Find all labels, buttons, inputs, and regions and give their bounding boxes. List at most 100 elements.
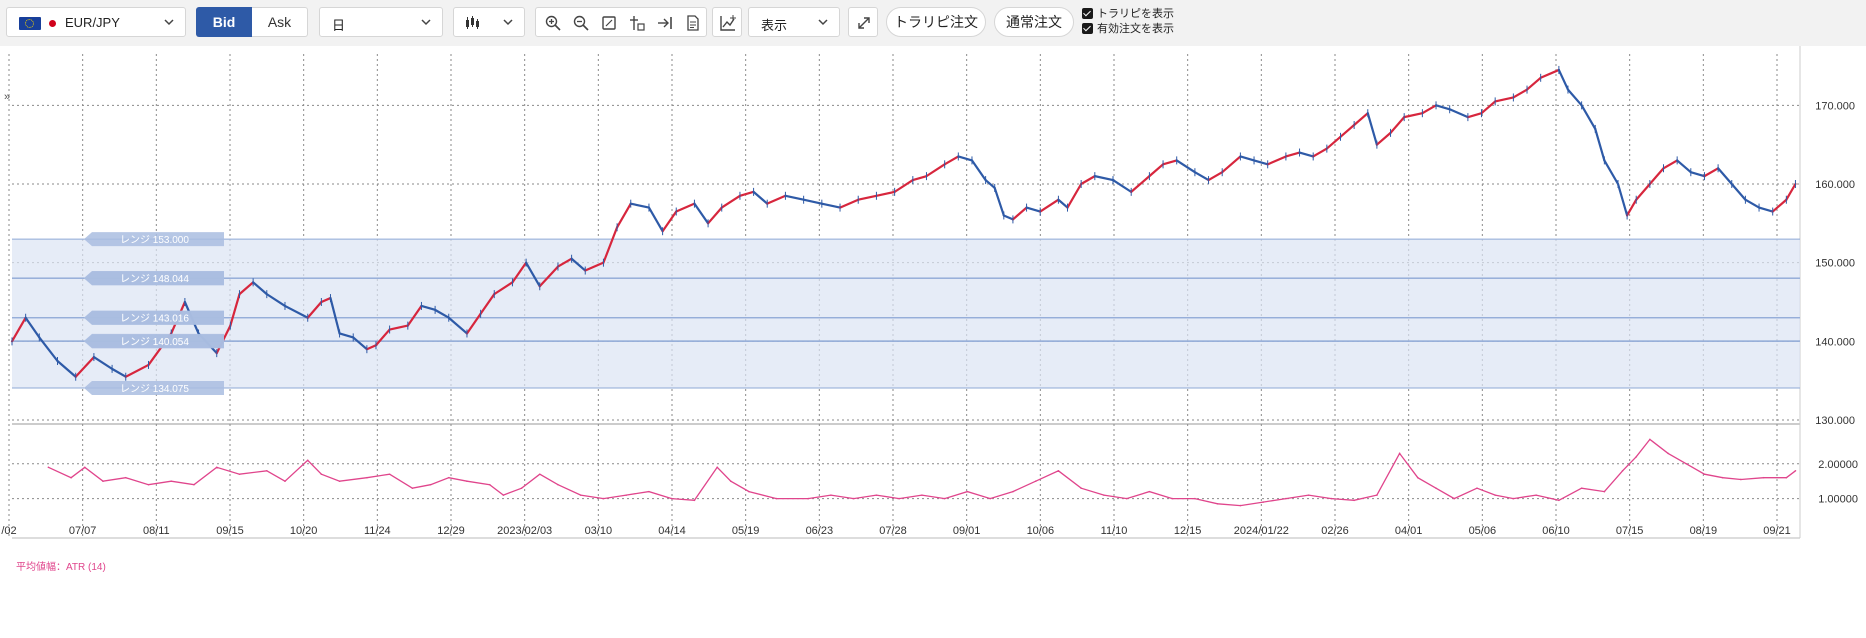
price-segment (925, 163, 946, 178)
price-segment (1207, 171, 1224, 182)
show-active-orders-checkbox[interactable]: 有効注文を表示 (1082, 22, 1174, 36)
price-segment (1603, 159, 1620, 186)
price-segment (420, 304, 437, 311)
atr-point (748, 490, 750, 493)
price-segment (1662, 159, 1679, 170)
price-segment (1111, 178, 1133, 193)
x-tick-label: 06/10 (1542, 525, 1570, 537)
price-segment (993, 186, 1005, 217)
price-segment (283, 304, 309, 319)
expand-button[interactable] (848, 7, 878, 37)
atr-point (1262, 501, 1264, 503)
timeframe-select[interactable]: 日 (319, 7, 443, 37)
atr-point (1330, 497, 1333, 500)
range-tag-label: レンジ 143.016 (120, 314, 189, 325)
atr-point (1417, 476, 1419, 479)
price-segment (1594, 127, 1606, 162)
price-segment (1025, 206, 1042, 213)
atr-point (70, 476, 72, 479)
x-tick-label: 10/06 (1027, 525, 1055, 537)
price-segment (479, 293, 496, 315)
atr-point (366, 476, 368, 479)
scroll-to-end-icon[interactable] (656, 14, 674, 32)
x-tick-label: 09/21 (1763, 525, 1791, 537)
atr-point (147, 483, 150, 486)
atr-point (1194, 497, 1196, 500)
document-icon[interactable] (684, 14, 702, 32)
price-segment (1566, 88, 1583, 107)
price-tick-label: 160.000 (1815, 179, 1855, 191)
price-segment (893, 178, 914, 193)
price-segment (538, 265, 560, 288)
price-segment (1057, 198, 1069, 209)
atr-point (124, 476, 127, 479)
price-segment (365, 344, 378, 351)
zoom-out-icon[interactable] (572, 14, 590, 32)
collapse-panel-icon[interactable]: » (4, 91, 11, 103)
trarepi-order-button[interactable]: トラリピ注文 (886, 7, 986, 37)
timeframe-label: 日 (332, 18, 346, 33)
atr-point (1057, 469, 1060, 472)
price-segment (1266, 155, 1287, 166)
atr-point (1125, 497, 1128, 500)
display-select[interactable]: 表示 (748, 7, 840, 37)
atr-point (775, 497, 778, 500)
crosshair-icon[interactable] (628, 14, 646, 32)
price-segment (1676, 159, 1692, 174)
chart-type-select[interactable] (453, 7, 525, 37)
atr-point (502, 494, 505, 496)
x-tick-label: 04/01 (1395, 525, 1423, 537)
price-segment (1130, 175, 1151, 193)
price-segment (1298, 151, 1315, 158)
indicator-button[interactable] (712, 7, 742, 37)
atr-point (693, 499, 696, 502)
atr-point (921, 494, 923, 496)
price-segment (329, 296, 341, 335)
price-segment (720, 194, 742, 209)
x-tick-label: 12/29 (437, 525, 465, 537)
atr-point (807, 497, 809, 500)
price-tick-label: 170.000 (1815, 100, 1855, 112)
atr-point (1785, 476, 1788, 479)
price-segment (1421, 104, 1438, 115)
atr-point (1080, 487, 1082, 489)
show-trarepi-checkbox[interactable]: トラリピを表示 (1082, 7, 1174, 21)
atr-point (1034, 480, 1037, 483)
price-segment (1066, 182, 1083, 209)
atr-point (989, 497, 991, 500)
atr-point (1398, 452, 1401, 455)
atr-point (1794, 469, 1797, 472)
price-segment (56, 359, 77, 378)
display-label: 表示 (761, 18, 788, 33)
ask-button[interactable]: Ask (252, 7, 308, 37)
price-segment (10, 316, 27, 343)
price-segment (647, 206, 664, 233)
price-segment (1689, 171, 1706, 178)
x-tick-label: 03/10 (585, 525, 613, 537)
price-segment (1771, 198, 1788, 213)
price-segment (1580, 104, 1597, 131)
price-segment (875, 190, 896, 197)
atr-point (466, 480, 468, 483)
price-segment (1093, 175, 1115, 182)
x-tick-label: 05/06 (1469, 525, 1497, 537)
indicator-icon (720, 15, 736, 31)
symbol-select[interactable]: EUR/JPY (6, 7, 186, 37)
price-segment (1448, 108, 1469, 119)
x-tick-label: 2024/01/22 (1234, 525, 1289, 537)
x-tick-label: 07/15 (1616, 525, 1644, 537)
crop-icon[interactable] (600, 14, 618, 32)
atr-point (898, 497, 900, 500)
atr-point (265, 469, 268, 472)
zoom-in-icon[interactable] (544, 14, 562, 32)
normal-order-button[interactable]: 通常注文 (994, 7, 1074, 37)
price-tick-label: 150.000 (1815, 258, 1855, 270)
x-tick-label: 10/20 (290, 525, 318, 537)
price-segment (447, 316, 469, 335)
price-segment (1466, 112, 1483, 119)
bid-button[interactable]: Bid (196, 7, 252, 37)
price-segment (1434, 104, 1451, 111)
atr-point (1103, 494, 1105, 496)
